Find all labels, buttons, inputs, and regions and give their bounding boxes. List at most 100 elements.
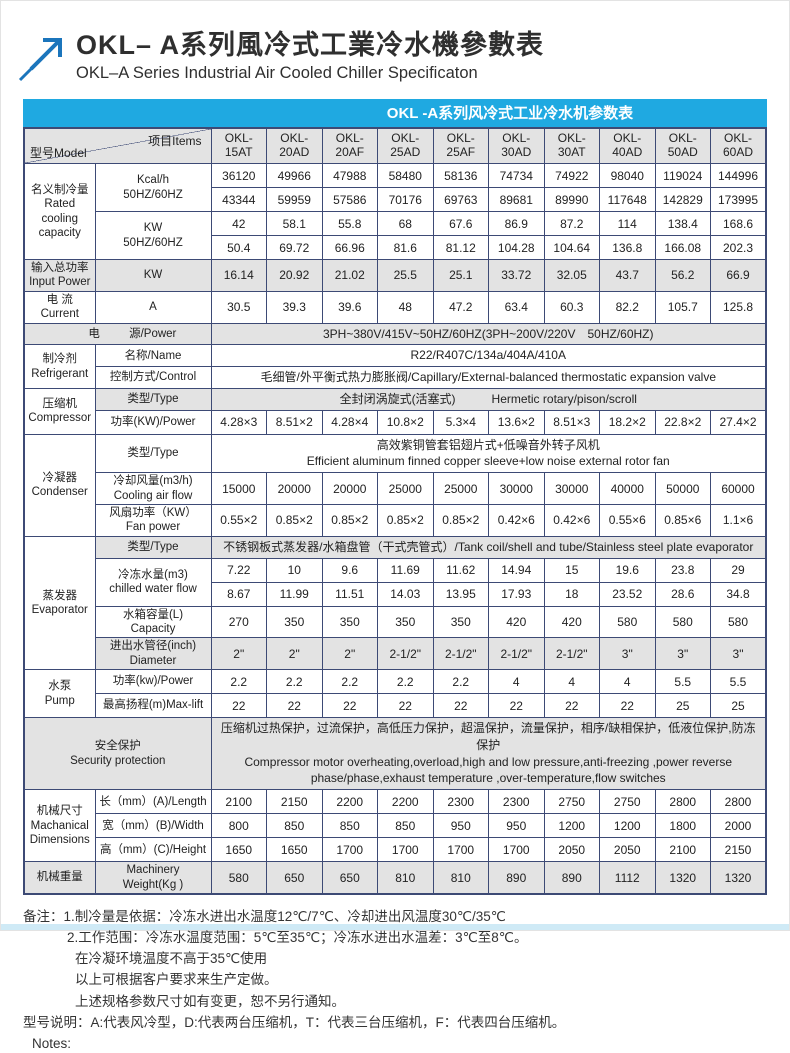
table-row: 水泵 Pump 功率(kw)/Power 2.2 2.2 2.2 2.2 2.2 4 4 4 5.5… [23,669,767,719]
value-cell: 2800 [710,789,767,815]
value-cell: 2300 [488,789,545,815]
value-cell: 0.85×6 [654,504,711,537]
table-row: 机械重量 Machinery Weight(Kg ) 580 650 650 810 810… [23,861,767,895]
value-cell: 39.6 [321,290,378,324]
value-cell: 1200 [543,813,600,839]
document-header: OKL– A系列風冷式工業冷水機參數表 OKL–A Series Industr… [1,1,789,88]
table-row: 电 源/Power 3PH~380V/415V~50HZ/60HZ(3PH~200V… [23,322,767,346]
value-cell: 22 [210,693,267,719]
table-row: 功率(KW)/Power 4.28×3 8.51×2 4.28×4 10.8×2 5.3×… [24,409,767,435]
value-cell: 105.7 [654,290,711,324]
value-cell: 2750 [543,789,600,815]
merged-value-cell: 3PH~380V/415V~50HZ/60HZ(3PH~200V/220V 50… [210,322,767,346]
value-cell: 0.85×2 [432,504,489,537]
note-line: 2.工作范围：冷冻水温度范围：5℃至35℃；冷冻水进出水温差：3℃至8℃。 [67,930,528,946]
table-row: KW 50HZ/60HZ 42 58.1 55.8 68 67.6 86.9 87.2 114 1… [24,211,767,260]
row-label-part: 电 [88,327,100,340]
value-cell: 1800 [654,813,711,839]
row-group-label: 水泵 Pump [23,669,96,719]
table-row: 50.4 69.72 66.96 81.6 81.12 104.28 104.64 136.8… [24,235,767,260]
value-cell: 50.4 [210,235,267,260]
value-cell: 168.6 [710,211,767,236]
table-row: 宽（mm）(B)/Width 800 850 850 850 950 950 1200 1200… [24,813,767,839]
value-cell: 40000 [599,472,656,506]
value-cell: 49966 [266,163,323,188]
value-cell: 66.9 [710,259,767,292]
row-group-label: 制冷剂 Refrigerant [23,344,96,389]
note-line: 型号说明：A:代表风冷型，D:代表两台压缩机，T：代表三台压缩机，F：代表四台压… [23,1014,566,1030]
table-header-row: 型号Model 项目Items OKL- 15AT OKL- 20AD OKL- 20A… [23,127,767,164]
value-cell: 2.2 [321,669,378,695]
value-cell: 22.8×2 [654,409,711,435]
value-cell: 0.55×2 [210,504,267,537]
note-line: 在冷凝环境温度不高于35℃使用 [75,951,268,967]
value-cell: 25.1 [432,259,489,292]
model-header-cell: OKL- 40AD [599,127,656,164]
merged-value-cell: 压缩机过热保护，过流保护，高低压力保护，超温保护，流量保护，相序/缺相保护，低液… [210,717,767,791]
spec-table-section: OKL -A系列风冷式工业冷水机参数表 型号Model 项目Items OKL- 1… [23,99,767,896]
value-cell: 60.3 [543,290,600,324]
value-cell: 2-1/2" [488,637,545,671]
corner-cell: 型号Model 项目Items [23,127,212,164]
row-group-label: 冷凝器 Condenser [23,433,96,537]
value-cell: 1700 [321,837,378,863]
value-cell: 2" [210,637,267,671]
row-label: 冷冻水量(m3) chilled water flow [94,557,212,607]
value-cell: 850 [377,813,434,839]
title-block: OKL– A系列風冷式工業冷水機參數表 OKL–A Series Industr… [76,28,544,83]
value-cell: 9.6 [321,557,378,583]
table-row: 风扇功率（KW） Fan power 0.55×2 0.85×2 0.85×2 0.85… [24,504,767,537]
value-cell: 2-1/2" [432,637,489,671]
value-cell: 15000 [210,472,267,506]
value-cell: 23.52 [599,581,656,607]
row-label: 风扇功率（KW） Fan power [94,504,212,537]
table-row: 名义制冷量 Rated cooling capacity Kcal/h 50HZ/… [23,163,767,260]
value-cell: 48 [377,290,434,324]
row-label: 水箱容量(L) Capacity [94,605,212,639]
row-group-label: 蒸发器 Evaporator [23,535,96,671]
row-label: 控制方式/Control [94,366,212,389]
value-cell: 55.8 [321,211,378,236]
value-cell: 950 [488,813,545,839]
row-label: Kcal/h 50HZ/60HZ [94,163,212,212]
row-label: Machinery Weight(Kg ) [94,861,212,895]
value-cell: 63.4 [488,290,545,324]
value-cell: 850 [321,813,378,839]
value-cell: 4.28×3 [210,409,267,435]
note-line: 以上可根据客户要求来生产定做。 [75,972,278,988]
value-cell: 0.42×6 [543,504,600,537]
value-cell: 800 [210,813,267,839]
value-cell: 202.3 [710,235,767,260]
value-cell: 30000 [543,472,600,506]
value-cell: 810 [432,861,489,895]
value-cell: 14.03 [377,581,434,607]
value-cell: 114 [599,211,656,236]
value-cell: 2100 [654,837,711,863]
note-line: 备注：1.制冷量是依据：冷冻水进出水温度12℃/7℃、冷却进出风温度30℃/35… [23,909,506,925]
note-line: Notes: [32,1035,72,1051]
value-cell: 16.14 [210,259,267,292]
value-cell: 33.72 [488,259,545,292]
model-header-cell: OKL- 30AT [543,127,600,164]
value-cell: 890 [543,861,600,895]
value-cell: 580 [210,861,267,895]
value-cell: 1700 [432,837,489,863]
value-cell: 10 [266,557,323,583]
value-cell: 2100 [210,789,267,815]
table-row: 最高扬程(m)Max-lift 22 22 22 22 22 22 22 22 25 25 [24,693,767,719]
value-cell: 18 [543,581,600,607]
value-cell: 4.28×4 [321,409,378,435]
value-cell: 2800 [654,789,711,815]
value-cell: 70176 [377,187,434,212]
value-cell: 2" [321,637,378,671]
value-cell: 270 [210,605,267,639]
value-cell: 4 [488,669,545,695]
value-cell: 1700 [488,837,545,863]
row-label: 长（mm）(A)/Length [94,789,212,815]
value-cell: 81.12 [432,235,489,260]
value-cell: 39.3 [266,290,323,324]
table-row: 制冷剂 Refrigerant 名称/Name R22/R407C/134a/404… [23,344,767,389]
value-cell: 15 [543,557,600,583]
value-cell: 4 [543,669,600,695]
row-label: 类型/Type [94,387,212,411]
